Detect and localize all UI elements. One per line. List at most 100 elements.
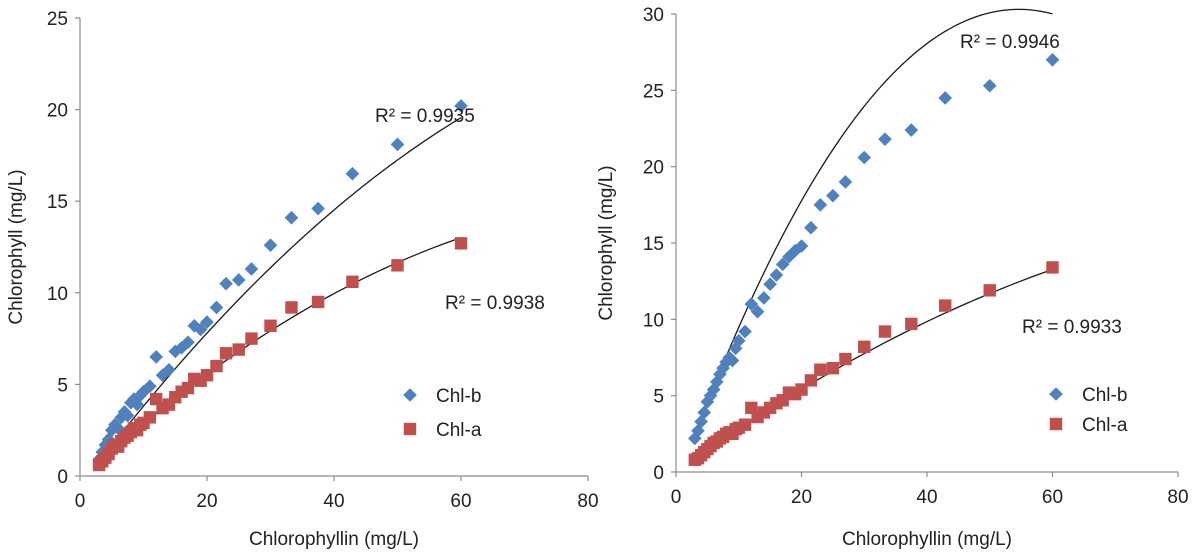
data-point xyxy=(174,340,189,355)
x-axis-title: Chlorophyllin (mg/L) xyxy=(842,529,1012,550)
data-point xyxy=(938,91,952,105)
data-point xyxy=(697,405,712,420)
data-point xyxy=(391,259,404,272)
data-point xyxy=(120,408,135,423)
data-point xyxy=(346,275,359,289)
chart-1: 0 5 10 15 20 25 0 20 40 60 80 Chlorophyllin (mg/L) C… xyxy=(6,9,599,550)
data-point xyxy=(1046,261,1059,274)
data-point xyxy=(763,277,777,292)
data-point xyxy=(794,239,809,253)
legend-label: Chl-a xyxy=(436,420,482,441)
data-point xyxy=(804,374,818,387)
data-point xyxy=(731,333,746,348)
legend-marker xyxy=(1049,387,1063,401)
x-tick-label: 80 xyxy=(1167,487,1188,508)
x-tick-label: 0 xyxy=(671,487,682,508)
y-tick-label: 15 xyxy=(47,192,68,213)
data-point xyxy=(264,319,277,332)
data-point xyxy=(390,137,405,152)
data-point xyxy=(284,210,299,225)
r2-label-chl-a: R² = 0.9938 xyxy=(445,293,545,314)
r2-label-chl-a: R² = 0.9933 xyxy=(1022,317,1122,338)
x-tick-label: 0 xyxy=(75,491,86,512)
legend-label: Chl-b xyxy=(1082,385,1127,406)
data-point xyxy=(839,352,852,366)
data-point xyxy=(788,243,803,258)
series-chl-a xyxy=(92,237,468,472)
data-point xyxy=(804,220,818,235)
legend-item-chl-a: Chl-a xyxy=(403,420,482,441)
data-point xyxy=(244,262,259,276)
x-tick-label: 20 xyxy=(791,487,812,508)
data-point xyxy=(130,397,144,412)
r2-label-chl-b: R² = 0.9935 xyxy=(375,106,475,127)
series-chl-a xyxy=(688,261,1059,466)
data-point xyxy=(143,379,157,394)
data-point xyxy=(700,394,715,409)
data-point xyxy=(813,198,828,212)
y-tick-label: 30 xyxy=(643,5,664,26)
y-tick-label: 20 xyxy=(47,101,68,122)
data-point xyxy=(1045,53,1060,67)
data-point xyxy=(311,201,325,216)
data-point xyxy=(181,335,195,350)
data-point xyxy=(114,410,129,425)
data-point xyxy=(983,284,996,297)
legend-marker xyxy=(403,388,417,402)
chart-2: 0 5 10 15 20 25 30 0 20 40 60 80 Chlorophyllin (mg/L… xyxy=(596,5,1189,550)
data-point xyxy=(878,132,892,146)
data-point xyxy=(814,363,827,376)
y-tick-label: 25 xyxy=(643,81,664,102)
x-tick-label: 80 xyxy=(577,491,598,512)
legend: Chl-b Chl-a xyxy=(1049,385,1128,436)
data-point xyxy=(311,295,325,309)
data-point xyxy=(209,300,224,315)
legend: Chl-b Chl-a xyxy=(403,386,482,441)
legend-item-chl-a: Chl-a xyxy=(1049,415,1128,436)
trendline-chl-b xyxy=(98,117,462,463)
data-point xyxy=(187,318,202,333)
legend-marker xyxy=(1049,417,1063,431)
data-point xyxy=(738,418,752,431)
data-point xyxy=(857,150,872,165)
y-tick-label: 0 xyxy=(57,467,68,488)
y-tick-label: 5 xyxy=(653,387,664,408)
data-point xyxy=(285,301,298,314)
data-point xyxy=(454,237,468,250)
trendline-chl-a xyxy=(694,268,1053,460)
data-point xyxy=(168,344,183,359)
y-tick-label: 10 xyxy=(47,284,68,305)
data-point xyxy=(769,268,784,282)
data-point xyxy=(795,383,808,396)
data-point xyxy=(155,368,170,383)
y-tick-label: 10 xyxy=(643,310,664,331)
data-point xyxy=(193,322,208,337)
data-point xyxy=(878,325,892,338)
data-point xyxy=(738,324,752,339)
data-point xyxy=(124,395,138,410)
y-axis-title: Chlorophyll (mg/L) xyxy=(6,169,27,324)
data-point xyxy=(200,315,214,329)
y-tick-label: 20 xyxy=(643,158,664,179)
legend-item-chl-b: Chl-b xyxy=(403,386,481,407)
data-point xyxy=(905,317,918,331)
data-point xyxy=(133,388,148,403)
y-tick-label: 25 xyxy=(47,9,68,30)
data-point xyxy=(775,257,790,272)
data-point xyxy=(232,343,245,356)
trendline-chl-b xyxy=(694,8,1053,436)
data-point xyxy=(345,166,360,181)
x-tick-label: 60 xyxy=(450,491,471,512)
x-tick-label: 20 xyxy=(196,491,217,512)
data-point xyxy=(162,362,176,377)
series-chl-b xyxy=(688,53,1060,446)
series-chl-b xyxy=(92,99,468,467)
data-point xyxy=(716,361,730,375)
data-point xyxy=(219,276,233,291)
data-point xyxy=(149,350,163,364)
data-point xyxy=(143,411,157,424)
legend-item-chl-b: Chl-b xyxy=(1049,385,1127,406)
data-point xyxy=(938,299,952,312)
data-point xyxy=(219,347,233,360)
